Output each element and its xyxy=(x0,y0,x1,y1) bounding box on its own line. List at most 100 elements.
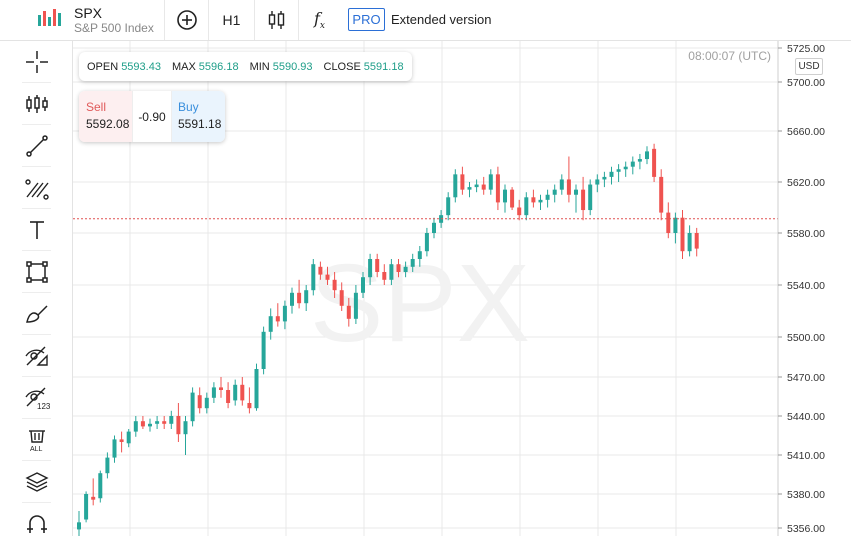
candle-body xyxy=(204,397,209,409)
candle-body xyxy=(503,189,507,203)
y-tick-label: 5580.00 xyxy=(787,228,825,240)
timeframe-button[interactable]: H1 xyxy=(208,0,254,40)
layers-button[interactable] xyxy=(0,461,73,503)
crosshair-tool-button[interactable] xyxy=(0,41,73,83)
candle-body xyxy=(261,331,266,369)
candle-body xyxy=(325,274,330,280)
y-tick-label: 5540.00 xyxy=(787,280,825,292)
y-tick-label: 5410.00 xyxy=(787,450,825,462)
hide-drawings-icon xyxy=(24,346,48,366)
candle-body xyxy=(346,305,351,319)
sell-button[interactable]: Sell 5592.08 xyxy=(79,91,132,142)
rectangle-tool-icon xyxy=(25,261,48,283)
candle-body xyxy=(517,207,522,216)
candle-body xyxy=(254,369,259,409)
candle-body xyxy=(396,264,401,272)
buy-price: 5591.18 xyxy=(178,117,222,131)
candle-body xyxy=(105,457,110,474)
trend-line-tool-button[interactable] xyxy=(0,125,73,167)
svg-text:ALL: ALL xyxy=(30,446,43,453)
layers-icon xyxy=(24,472,49,492)
sell-price: 5592.08 xyxy=(86,117,130,131)
buy-button[interactable]: Buy 5591.18 xyxy=(172,91,225,142)
candle-body xyxy=(687,233,692,252)
symbol-name[interactable]: SPX xyxy=(74,5,103,21)
sell-label: Sell xyxy=(86,100,107,114)
candle-body xyxy=(467,187,472,190)
y-tick-label: 5470.00 xyxy=(787,372,825,384)
fib-tool-button[interactable] xyxy=(0,167,73,209)
extended-version-link[interactable]: Extended version xyxy=(391,12,492,27)
magnet-button[interactable] xyxy=(0,503,73,536)
currency-badge[interactable]: USD xyxy=(795,58,823,75)
delete-all-button[interactable]: ALL xyxy=(0,419,73,461)
candle-body xyxy=(162,421,167,424)
candle-body xyxy=(332,279,337,291)
trend-line-icon xyxy=(25,135,48,157)
candle-body xyxy=(155,421,160,424)
candle-body xyxy=(133,421,138,432)
candle-body xyxy=(368,259,373,278)
candle-body xyxy=(595,179,600,185)
candle-body xyxy=(637,159,642,162)
candle-body xyxy=(666,212,671,233)
candle-body xyxy=(495,174,500,203)
y-tick-label: 5620.00 xyxy=(787,177,825,189)
text-tool-button[interactable] xyxy=(0,209,73,251)
crosshair-icon xyxy=(25,51,48,73)
candle-body xyxy=(659,176,664,213)
candle-body xyxy=(545,194,550,200)
candle-body xyxy=(190,392,195,422)
svg-text:123: 123 xyxy=(37,402,50,411)
candle-body xyxy=(446,197,451,216)
brush-tool-button[interactable] xyxy=(0,293,73,335)
y-tick-label: 5725.00 xyxy=(787,43,825,55)
indicators-tool-button[interactable] xyxy=(0,83,73,125)
candle-body xyxy=(630,161,635,167)
candle-body xyxy=(353,292,358,319)
ohlc-panel: OPEN 5593.43 MAX 5596.18 MIN 5590.93 CLOSE 5… xyxy=(79,52,412,81)
price-chart[interactable]: SPX 5725.005700.005660.005620.005580.005… xyxy=(73,41,851,536)
candle-body xyxy=(339,290,344,306)
candle-body xyxy=(211,387,216,398)
candle-body xyxy=(197,395,202,409)
indicators-icon xyxy=(25,95,48,113)
candle-body xyxy=(375,259,380,272)
symbol-description: S&P 500 Index xyxy=(74,21,154,35)
candle-body xyxy=(474,184,479,188)
ohlc-close: CLOSE 5591.18 xyxy=(323,60,404,73)
price-axis: 5725.00 5700.00 5660.00 5620.00 5580.00 5540.… xyxy=(778,43,825,535)
hide-drawings-button[interactable] xyxy=(0,335,73,377)
candle-body xyxy=(602,176,607,180)
candle-body xyxy=(233,384,238,401)
rectangle-tool-button[interactable] xyxy=(0,251,73,293)
candle-body xyxy=(588,184,593,211)
indicators-button[interactable]: fx xyxy=(298,0,340,40)
chart-area[interactable]: SPX 5725.00 5700.00 5660.00 5620.00 5580.00 5… xyxy=(73,41,851,536)
y-tick-label: 5380.00 xyxy=(787,489,825,501)
add-symbol-button[interactable] xyxy=(164,0,208,40)
app-logo-icon xyxy=(38,9,61,26)
trade-panel: Sell 5592.08 -0.90 Buy 5591.18 xyxy=(79,91,225,142)
candle-body xyxy=(226,390,231,403)
candle-body xyxy=(297,292,302,304)
candle-body xyxy=(119,439,124,442)
candle-body xyxy=(524,197,529,216)
hide-indicators-button[interactable]: 123 xyxy=(0,377,73,419)
buy-label: Buy xyxy=(178,100,199,114)
plus-circle-icon xyxy=(176,10,197,30)
candle-body xyxy=(694,233,699,249)
fib-tools-icon xyxy=(24,179,49,200)
candle-body xyxy=(623,166,628,170)
candle-body xyxy=(510,189,515,208)
candle-body xyxy=(112,439,117,458)
price-change: -0.90 xyxy=(132,91,172,142)
pro-badge[interactable]: PRO xyxy=(348,8,385,31)
chart-type-button[interactable] xyxy=(254,0,298,40)
candle-body xyxy=(417,251,422,259)
candle-body xyxy=(91,496,96,500)
function-icon: fx xyxy=(314,8,325,32)
drawing-toolbar: 123 ALL xyxy=(0,41,73,536)
candle-body xyxy=(318,266,323,275)
candle-body xyxy=(169,416,174,424)
